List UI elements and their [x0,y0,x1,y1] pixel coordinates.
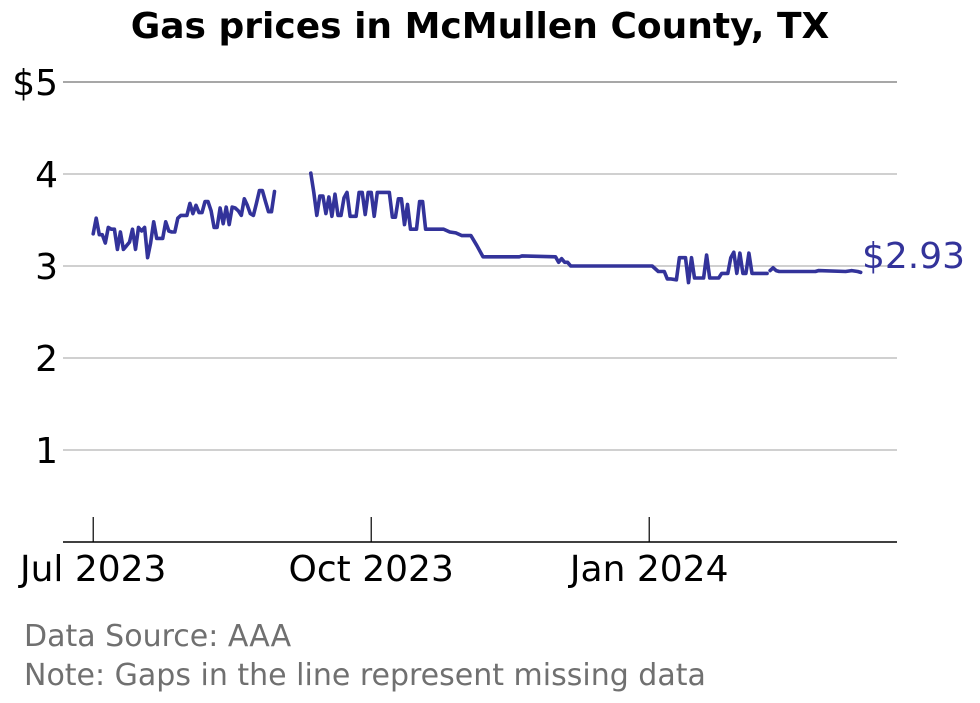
chart-title: Gas prices in McMullen County, TX [131,6,830,47]
x-axis-ticks: Jul 2023 Oct 2023 Jan 2024 [18,517,729,590]
y-axis-ticks: $5 4 3 2 1 [12,63,58,472]
y-tick-label-1: 1 [35,431,58,472]
price-line [91,171,863,285]
x-tick-label-1: Oct 2023 [289,549,454,590]
y-tick-label-3: 3 [35,247,58,288]
price-line-segment-2 [308,171,769,285]
y-tick-label-2: 2 [35,339,58,380]
y-tick-label-4: 4 [35,155,58,196]
x-tick-label-2: Jan 2024 [568,549,729,590]
missing-data-note: Note: Gaps in the line represent missing… [24,658,706,693]
data-source-note: Data Source: AAA [24,619,292,654]
x-tick-label-0: Jul 2023 [18,549,167,590]
latest-price-label: $2.93 [862,236,965,277]
price-line-segment-3 [768,265,863,275]
grid-lines [63,81,897,451]
y-tick-label-5: $5 [12,63,58,104]
price-line-segment-1 [91,188,277,260]
